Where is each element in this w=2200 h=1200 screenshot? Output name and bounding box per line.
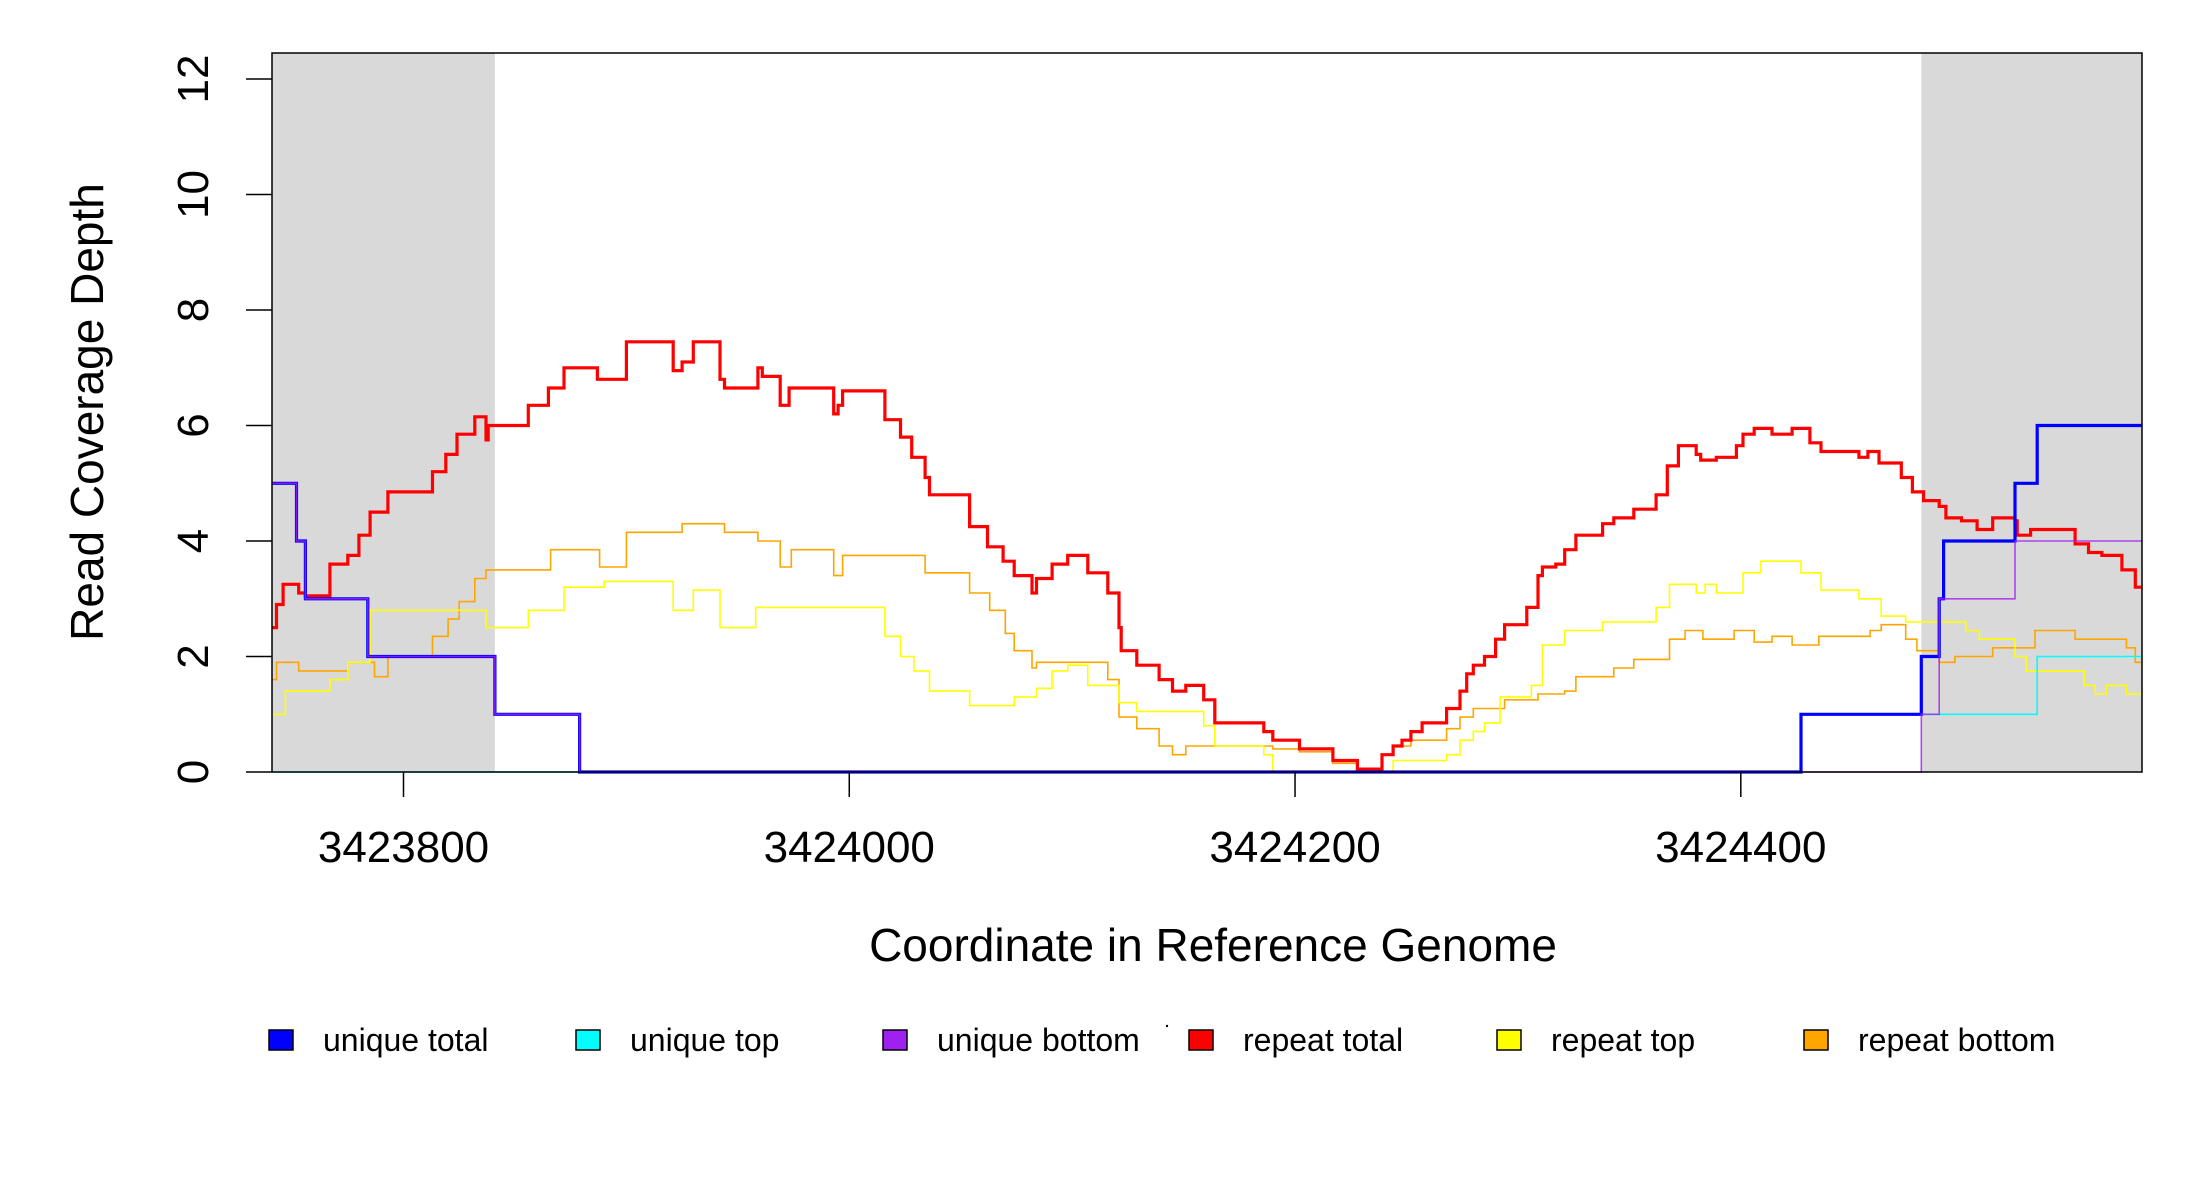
legend-label: repeat top bbox=[1551, 1022, 1695, 1058]
y-tick-label: 8 bbox=[169, 298, 218, 322]
y-tick-label: 4 bbox=[169, 529, 218, 553]
series-line-repeat-total bbox=[272, 340, 2142, 771]
stray-dot bbox=[1165, 1024, 1169, 1028]
legend-swatch bbox=[268, 1029, 294, 1051]
y-tick-label: 2 bbox=[169, 644, 218, 668]
legend-label: unique top bbox=[630, 1022, 779, 1058]
legend-swatch bbox=[1803, 1029, 1829, 1051]
legend-item-unique-top: unique top bbox=[575, 1022, 779, 1058]
legend-item-repeat-bottom: repeat bottom bbox=[1803, 1022, 2055, 1058]
shaded-region-0 bbox=[272, 53, 495, 772]
legend-item-unique-bottom: unique bottom bbox=[882, 1022, 1140, 1058]
legend-label: unique bottom bbox=[937, 1022, 1140, 1058]
legend-swatch bbox=[1188, 1029, 1214, 1051]
legend-label: repeat total bbox=[1243, 1022, 1403, 1058]
series-lines bbox=[272, 340, 2142, 774]
series-line-repeat-bottom bbox=[272, 522, 2142, 773]
legend-item-unique-total: unique total bbox=[268, 1022, 488, 1058]
y-tick-label: 10 bbox=[169, 170, 218, 219]
legend-item-repeat-top: repeat top bbox=[1496, 1022, 1695, 1058]
x-axis: 3423800 3424000 3424200 3424400 bbox=[318, 772, 1826, 872]
plot-frame bbox=[271, 52, 2143, 773]
legend-swatch bbox=[882, 1029, 908, 1051]
legend-label: unique total bbox=[323, 1022, 488, 1058]
series-line-repeat-top bbox=[272, 560, 2142, 773]
legend: unique total unique top unique bottom repea… bbox=[268, 1022, 2055, 1058]
y-tick-label: 0 bbox=[169, 760, 218, 784]
shaded-regions bbox=[272, 53, 2142, 772]
y-tick-label: 12 bbox=[169, 55, 218, 104]
legend-item-repeat-total: repeat total bbox=[1188, 1022, 1403, 1058]
x-tick-label: 3424400 bbox=[1655, 823, 1826, 872]
series-line-unique-bottom bbox=[272, 482, 2142, 773]
x-axis-title: Coordinate in Reference Genome bbox=[869, 919, 1557, 971]
legend-label: repeat bottom bbox=[1858, 1022, 2055, 1058]
x-tick-label: 3424000 bbox=[764, 823, 935, 872]
x-tick-label: 3423800 bbox=[318, 823, 489, 872]
y-axis-title: Read Coverage Depth bbox=[61, 183, 113, 641]
legend-swatch bbox=[1496, 1029, 1522, 1051]
y-axis: 0 2 4 6 8 10 12 bbox=[169, 55, 272, 784]
shaded-region-1 bbox=[1921, 53, 2142, 772]
y-tick-label: 6 bbox=[169, 413, 218, 437]
x-tick-label: 3424200 bbox=[1209, 823, 1380, 872]
legend-swatch bbox=[575, 1029, 601, 1051]
